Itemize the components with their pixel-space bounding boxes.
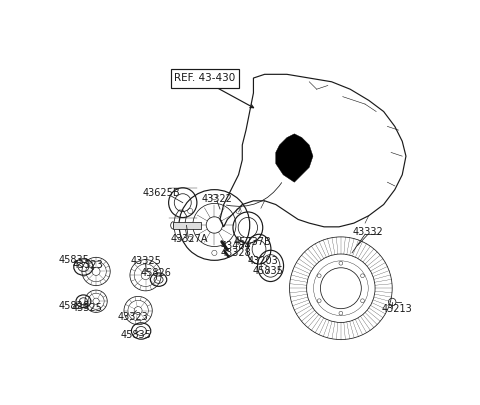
Text: 45737B: 45737B: [234, 237, 272, 247]
Text: REF. 43-430: REF. 43-430: [174, 73, 236, 83]
Text: 43327A: 43327A: [171, 234, 208, 244]
Text: 43332: 43332: [353, 228, 384, 237]
Text: 43213: 43213: [381, 305, 412, 314]
Text: 43322: 43322: [202, 194, 232, 204]
Polygon shape: [276, 134, 313, 182]
Text: 43203: 43203: [248, 256, 278, 266]
Text: 45826: 45826: [59, 301, 90, 311]
Text: 43325: 43325: [131, 256, 162, 266]
Polygon shape: [173, 222, 201, 229]
Text: 45835: 45835: [59, 255, 90, 264]
Text: 43323: 43323: [73, 260, 104, 270]
Text: 43325: 43325: [72, 303, 102, 313]
Text: 45826: 45826: [141, 269, 171, 278]
Text: 45835: 45835: [120, 330, 151, 341]
Text: 43328: 43328: [220, 248, 251, 258]
Text: 43323: 43323: [118, 312, 148, 322]
Text: 43484: 43484: [220, 241, 251, 251]
Text: 43625B: 43625B: [143, 188, 180, 198]
Text: 45835: 45835: [253, 266, 284, 277]
